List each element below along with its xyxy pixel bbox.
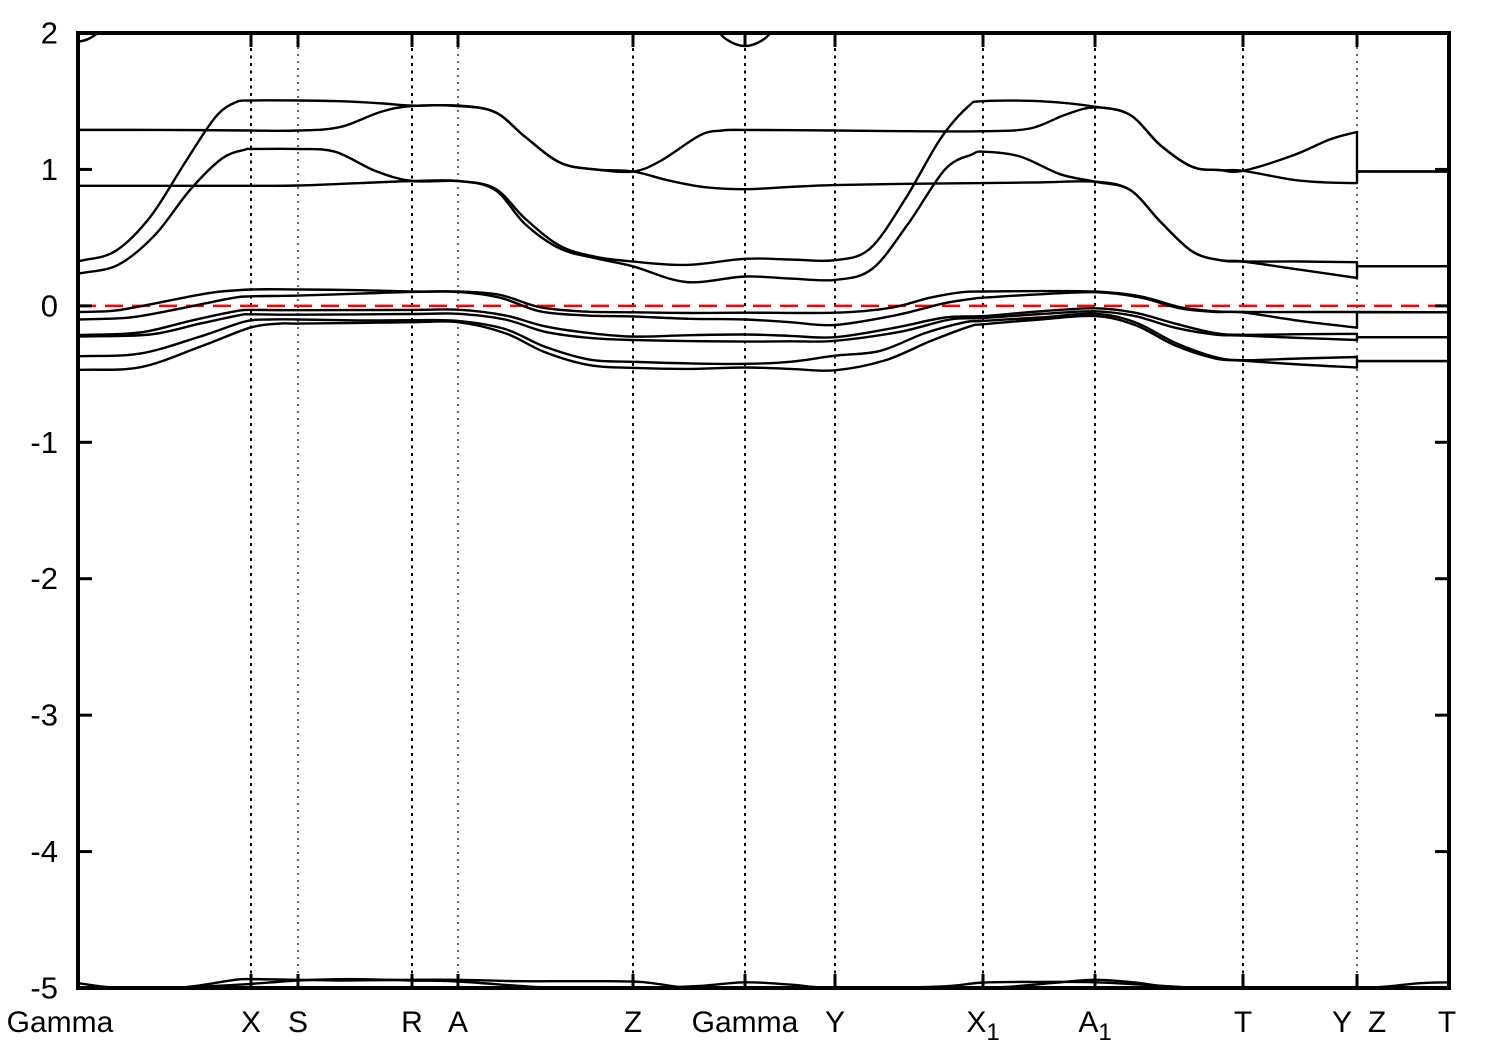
y-tick-label: -3 <box>30 698 58 733</box>
k-point-label: X <box>241 1006 261 1039</box>
y-tick-label: 1 <box>41 152 58 187</box>
k-point-label: Gamma <box>692 1006 799 1039</box>
band-valence-band-5 <box>78 312 1449 366</box>
y-tick-label: 0 <box>41 288 58 323</box>
k-point-label: A <box>448 1006 468 1039</box>
k-point-label: Y <box>825 1006 845 1039</box>
k-point-label: Gamma <box>7 1006 114 1039</box>
k-point-label: Z <box>624 1006 642 1039</box>
k-point-label: T <box>1438 1006 1456 1039</box>
y-tick-label: -2 <box>30 561 58 596</box>
y-tick-label: 2 <box>41 16 58 51</box>
band-conduction-band-3 <box>78 99 1449 275</box>
k-point-label: S <box>288 1006 308 1039</box>
k-point-label: Y <box>1332 1006 1352 1039</box>
k-point-label: T <box>1234 1006 1252 1039</box>
k-point-label: R <box>401 1006 423 1039</box>
band-valence-band-3 <box>78 307 1449 339</box>
band-valence-band-6 <box>78 314 1449 372</box>
band-top-band-left-arc <box>78 33 101 44</box>
y-tick-label: -1 <box>30 425 58 460</box>
band-valence-band-4 <box>78 310 1449 343</box>
y-tick-label: -4 <box>30 834 58 869</box>
y-tick-label: -5 <box>30 971 58 1006</box>
k-point-gridlines <box>250 33 1358 988</box>
plot-border <box>76 31 1451 990</box>
band-conduction-band-4 <box>78 150 1449 284</box>
k-point-label: Z <box>1368 1006 1386 1039</box>
band-valence-band-2 <box>78 290 1449 329</box>
y-axis-ticks: 2 1 0 -1 -2 -3 -4 -5 <box>30 16 1449 1006</box>
band-deep-band-1 <box>78 977 1449 988</box>
